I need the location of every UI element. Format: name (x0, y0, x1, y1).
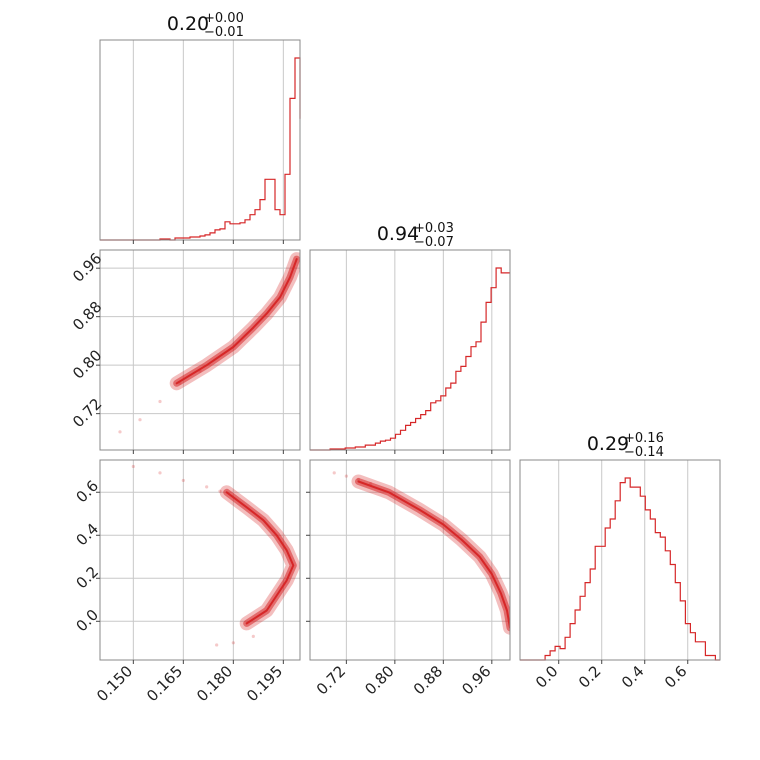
axes: 0.150 0.165 0.180 0.195 0.72 0.80 0.88 0.96 0.0 0… (69, 240, 691, 705)
sample-point (138, 418, 142, 422)
param-title-2: 0.29 (587, 433, 629, 455)
x-tick-label: 0.80 (361, 662, 397, 698)
x-tick-label: 0.165 (143, 662, 186, 705)
sample-point (218, 489, 222, 493)
param-title-1: 0.94 (377, 223, 419, 245)
sample-point (344, 474, 348, 478)
panel-frame (99, 39, 301, 241)
panel-frame (309, 249, 511, 451)
sample-point (231, 641, 235, 645)
title-upper-error: +0.16 (624, 431, 664, 446)
contour-inner (357, 480, 510, 629)
title-upper-error: +0.03 (414, 221, 454, 236)
x-tick-label: 0.4 (618, 662, 648, 692)
title-upper-error: +0.00 (204, 11, 244, 26)
title-lower-error: −0.01 (204, 25, 244, 40)
x-tick-label: 0.150 (93, 662, 136, 705)
sample-point (118, 430, 122, 434)
x-tick-label: 0.195 (243, 662, 286, 705)
panel-frame (519, 459, 721, 661)
y-tick-label: 0.4 (72, 520, 102, 550)
x-tick-label: 0.72 (313, 662, 349, 698)
contour-outer (355, 478, 510, 632)
sample-point (215, 643, 219, 647)
y-tick-label: 0.6 (72, 477, 102, 507)
histogram-step-line (520, 477, 720, 661)
hist-panel-2 (519, 459, 721, 661)
contour-inner (175, 258, 298, 385)
sample-point (332, 471, 336, 475)
density-fill (351, 474, 510, 635)
panel-frame (99, 249, 301, 451)
x-tick-label: 0.180 (193, 662, 236, 705)
hist-panel-1 (309, 249, 511, 451)
sample-point (131, 464, 135, 469)
sample-point (205, 485, 209, 489)
x-tick-label: 0.88 (410, 662, 446, 698)
panel-frame (309, 459, 511, 661)
x-tick-label: 0.96 (458, 662, 494, 698)
scatter-panel-0-1 (99, 249, 301, 451)
sample-point (158, 471, 162, 475)
hist-panel-0 (99, 39, 301, 241)
sample-point (181, 478, 185, 483)
scatter-panel-0-2 (99, 459, 301, 661)
x-tick-label: 0.2 (575, 662, 605, 692)
x-tick-label: 0.0 (532, 662, 562, 692)
y-tick-label: 0.2 (72, 563, 102, 593)
title-lower-error: −0.07 (414, 235, 454, 250)
sample-point (158, 399, 162, 404)
scatter-panel-1-2 (309, 459, 511, 661)
param-title-0: 0.20 (167, 13, 209, 35)
contour-inner (225, 491, 295, 625)
histogram-step-line (100, 57, 301, 241)
title-lower-error: −0.14 (624, 445, 664, 460)
histogram-step-line (310, 267, 510, 451)
panel-frame (99, 459, 301, 661)
x-tick-label: 0.6 (661, 662, 691, 692)
y-tick-label: 0.0 (72, 606, 102, 636)
sample-point (251, 634, 255, 638)
